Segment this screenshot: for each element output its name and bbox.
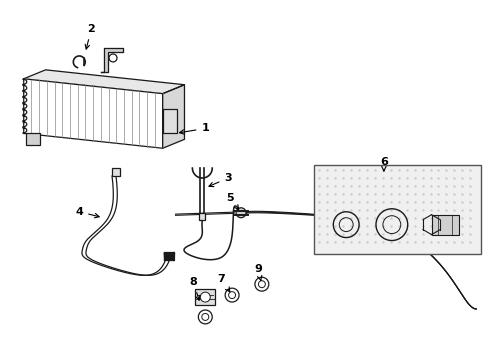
Polygon shape bbox=[24, 70, 184, 94]
Polygon shape bbox=[163, 85, 184, 148]
Text: 4: 4 bbox=[75, 207, 99, 218]
Bar bbox=[199, 213, 205, 220]
Circle shape bbox=[236, 208, 245, 218]
Bar bbox=[112, 168, 120, 176]
Polygon shape bbox=[26, 133, 40, 145]
Polygon shape bbox=[24, 79, 163, 148]
Text: 1: 1 bbox=[179, 123, 209, 134]
Bar bbox=[195, 289, 215, 305]
Polygon shape bbox=[101, 48, 122, 72]
Circle shape bbox=[200, 292, 210, 302]
Circle shape bbox=[109, 54, 117, 62]
Bar bbox=[314, 165, 480, 255]
Text: 5: 5 bbox=[226, 193, 238, 210]
Bar bbox=[431, 215, 458, 235]
Text: 6: 6 bbox=[379, 157, 387, 171]
Polygon shape bbox=[163, 109, 176, 133]
Text: 3: 3 bbox=[208, 173, 231, 186]
Text: 8: 8 bbox=[189, 277, 200, 300]
Text: 2: 2 bbox=[85, 24, 95, 49]
Text: 9: 9 bbox=[253, 264, 261, 280]
Text: 7: 7 bbox=[217, 274, 229, 292]
